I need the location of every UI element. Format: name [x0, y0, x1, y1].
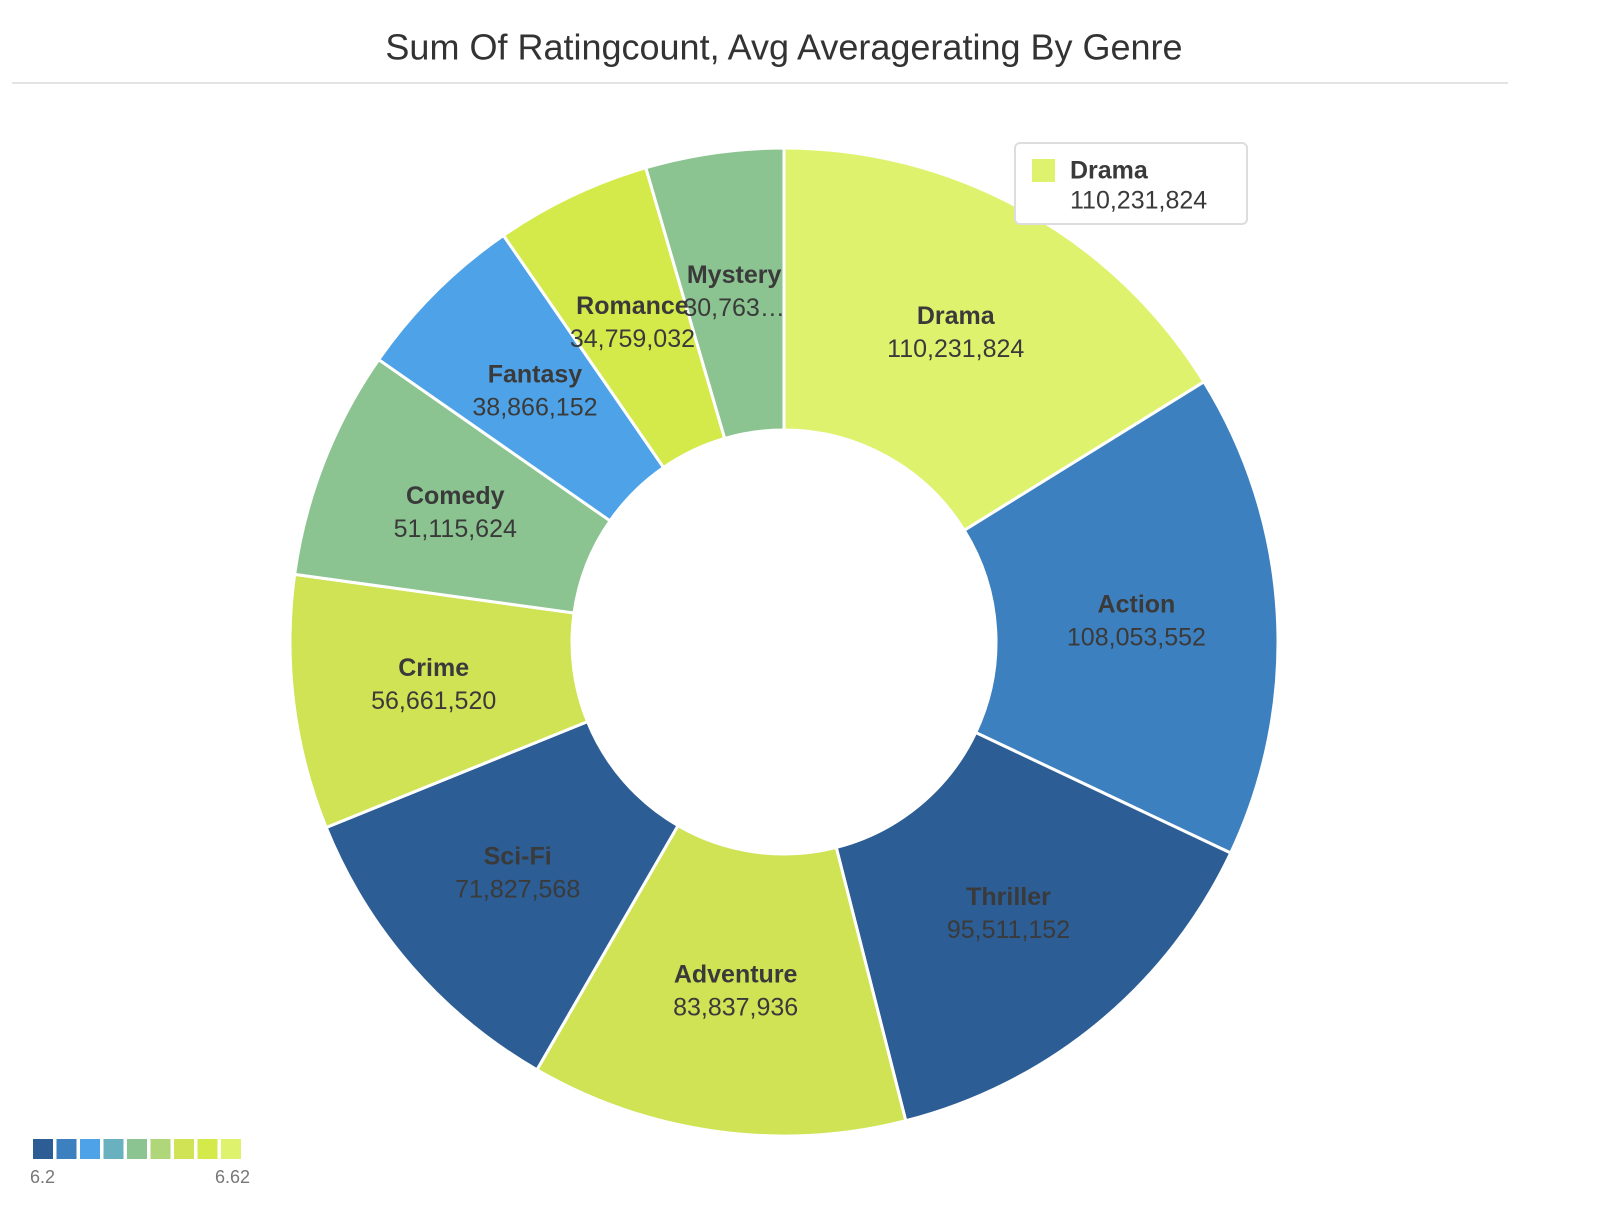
- donut: [288, 146, 1280, 1138]
- slice-value: 30,763…: [683, 294, 784, 322]
- scale-swatch: [221, 1139, 241, 1159]
- slice: [834, 730, 1233, 1123]
- slice-value: 95,511,152: [947, 916, 1070, 944]
- scale-swatch: [127, 1139, 147, 1159]
- scale-swatch: [103, 1139, 124, 1159]
- tooltip: Drama 110,231,824: [1014, 142, 1248, 225]
- slice: [324, 719, 681, 1072]
- chart-title: Sum Of Ratingcount, Avg Averagerating By…: [385, 27, 1182, 68]
- scale-swatch: [197, 1139, 218, 1159]
- slice-category: Comedy: [406, 482, 505, 510]
- slice-category: Drama: [917, 302, 996, 330]
- slice-value: 71,827,568: [455, 875, 580, 903]
- slice-value: 56,661,520: [371, 687, 496, 715]
- slice: [534, 823, 908, 1138]
- slice: [782, 146, 1206, 533]
- slice-category: Fantasy: [488, 360, 583, 388]
- slice: [962, 379, 1280, 856]
- scale-swatch: [56, 1139, 77, 1159]
- scale-swatch: [33, 1139, 53, 1159]
- color-scale: [33, 1139, 241, 1159]
- slice-labels: Drama 110,231,824 Action 108,053,552 Thrille…: [371, 261, 1206, 1021]
- scale-swatch: [150, 1139, 171, 1159]
- slice-category: Crime: [398, 654, 469, 682]
- slice-category: Romance: [576, 292, 689, 320]
- slice-category: Mystery: [687, 261, 782, 289]
- scale-swatch: [174, 1139, 194, 1159]
- slice-category: Action: [1098, 591, 1176, 619]
- slice-value: 51,115,624: [394, 515, 517, 543]
- slice-value: 34,759,032: [570, 325, 695, 353]
- scale-max: 6.62: [215, 1167, 250, 1187]
- slice: [643, 146, 786, 441]
- slice-value: 108,053,552: [1067, 624, 1206, 652]
- slice-value: 38,866,152: [472, 393, 597, 421]
- tooltip-category: Drama: [1070, 157, 1149, 185]
- tooltip-box: [1014, 142, 1248, 225]
- tooltip-value: 110,231,824: [1070, 187, 1207, 215]
- slice-category: Thriller: [966, 883, 1051, 911]
- scale-swatch: [80, 1139, 100, 1159]
- scale-min: 6.2: [30, 1167, 55, 1187]
- tooltip-swatch: [1032, 159, 1055, 182]
- slice-category: Adventure: [674, 960, 798, 988]
- slice-category: Sci-Fi: [484, 842, 552, 870]
- slice-value: 83,837,936: [673, 993, 798, 1021]
- slice-value: 110,231,824: [887, 335, 1024, 363]
